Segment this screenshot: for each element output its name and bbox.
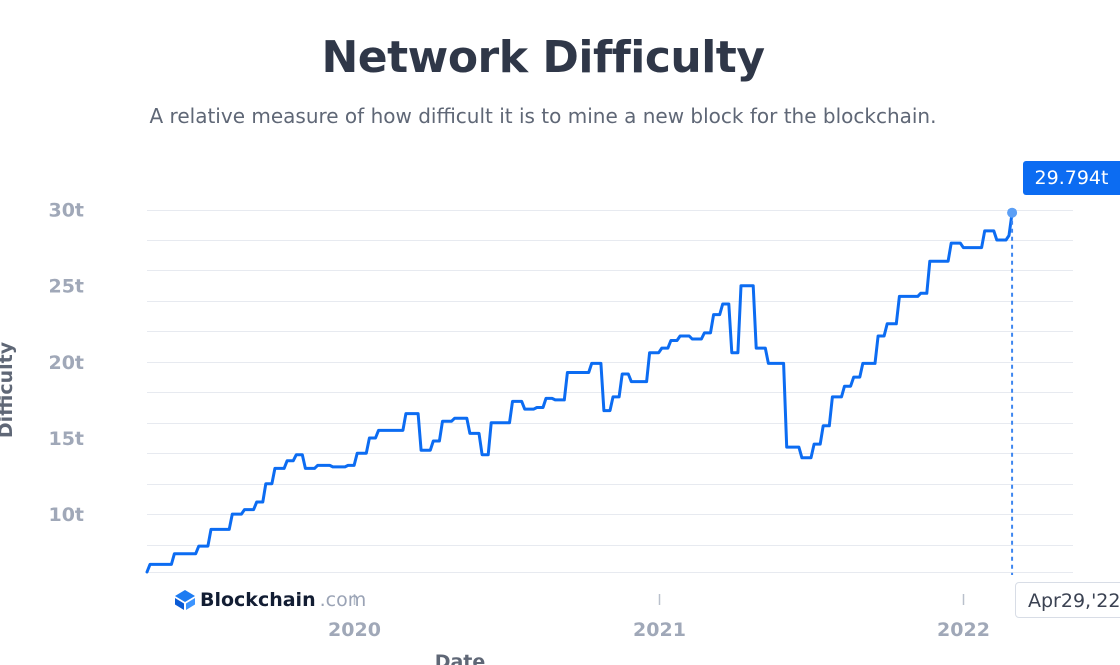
- x-axis-label: Date: [435, 651, 486, 665]
- blockchain-logo-icon: [175, 590, 195, 610]
- y-axis-ticks: 10t 15t 20t 25t 30t: [48, 200, 84, 527]
- hover-indicator: [1007, 207, 1018, 575]
- chart-title: Network Difficulty: [321, 32, 765, 83]
- x-tick-label: 2021: [633, 619, 686, 641]
- grid-lines: [147, 210, 1073, 573]
- difficulty-series-line[interactable]: [145, 211, 1014, 574]
- hover-date-label: Apr29,'22: [1015, 582, 1120, 618]
- x-tick-label: 2020: [328, 619, 381, 641]
- chart-subtitle: A relative measure of how difficult it i…: [149, 104, 937, 128]
- y-tick-label: 25t: [48, 276, 84, 298]
- series-group: [145, 211, 1014, 574]
- blockchain-logo-suffix: .com: [319, 589, 367, 611]
- blockchain-logo-name: Blockchain: [200, 589, 316, 611]
- y-axis-label: Difficulty: [0, 341, 17, 438]
- y-tick-label: 20t: [48, 352, 84, 374]
- x-axis-ticks: 2020 2021 2022: [328, 594, 990, 641]
- x-tick-label: 2022: [937, 619, 990, 641]
- y-tick-label: 30t: [48, 200, 84, 222]
- hover-point[interactable]: [1007, 207, 1018, 218]
- hover-value-label: 29.794t: [1023, 161, 1120, 195]
- blockchain-logo[interactable]: Blockchain .com: [174, 589, 366, 611]
- y-tick-label: 10t: [48, 504, 84, 526]
- y-tick-label: 15t: [48, 428, 84, 450]
